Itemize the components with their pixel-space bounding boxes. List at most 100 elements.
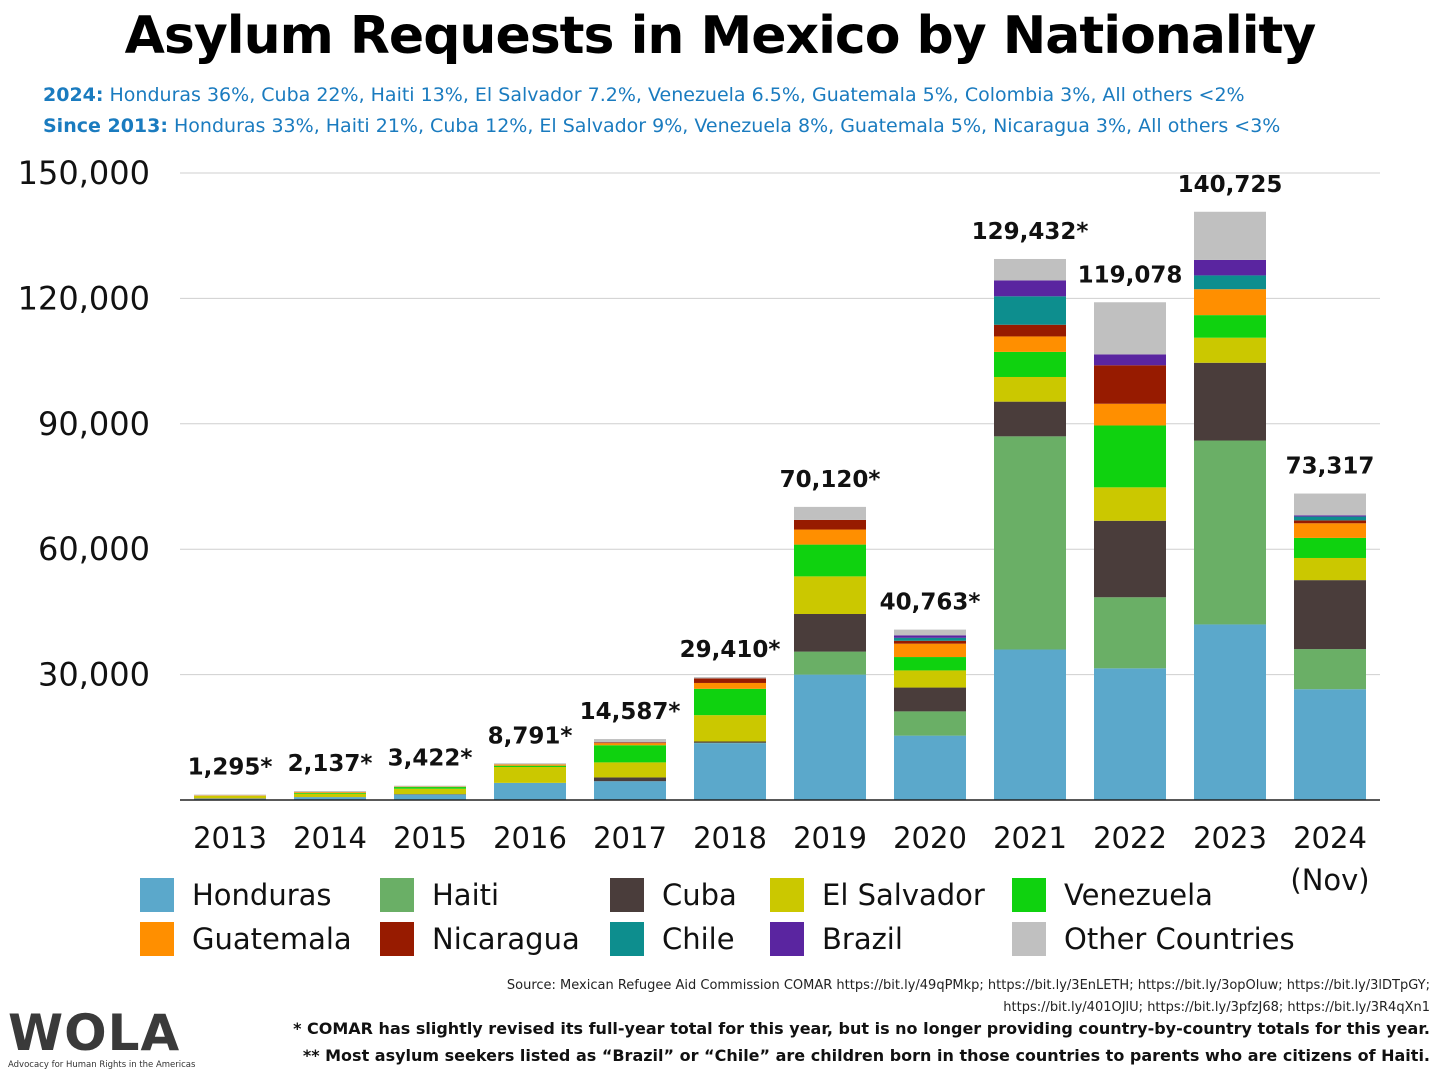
subtitle-2024: 2024: Honduras 36%, Cuba 22%, Haiti 13%,… [43, 84, 1245, 106]
bar-segment [1094, 425, 1166, 488]
bar-segment [1194, 275, 1266, 290]
bar-segment [294, 792, 366, 793]
bar-segment [694, 743, 766, 800]
legend-label: Venezuela [1064, 878, 1213, 912]
legend-item: Brazil [770, 919, 903, 959]
bar-segment [694, 688, 766, 716]
bar-total-label: 140,725 [1178, 172, 1283, 198]
subtitle-since-label: Since 2013: [43, 115, 168, 137]
legend-swatch [1012, 878, 1046, 912]
x-tick-label: 2018 [693, 821, 767, 855]
bar-segment [594, 777, 666, 782]
bar-segment [594, 743, 666, 746]
bar-segment [994, 258, 1066, 281]
bar-segment [794, 613, 866, 652]
bar-segment [894, 635, 966, 638]
bar-segment [694, 682, 766, 689]
source-note: Source: Mexican Refugee Aid Commission C… [506, 978, 1430, 1015]
bar-segment [894, 643, 966, 658]
bar-segment [894, 687, 966, 712]
legend-swatch [380, 922, 414, 956]
bar-segment [594, 745, 666, 763]
bar-segment [594, 781, 666, 800]
bar-segment [1194, 259, 1266, 276]
subtitle-2024-text: Honduras 36%, Cuba 22%, Haiti 13%, El Sa… [103, 84, 1245, 106]
x-tick-label: 2022 [1093, 821, 1167, 855]
bar-total-label: 119,078 [1078, 262, 1183, 288]
x-tick-label: 2014 [293, 821, 367, 855]
logo-tagline: Advocacy for Human Rights in the America… [8, 1060, 196, 1070]
bar-segment [1094, 302, 1166, 355]
bar-segment [194, 794, 266, 796]
bar-segment [994, 280, 1066, 297]
x-tick-label: 2017 [593, 821, 667, 855]
bar-segment [894, 735, 966, 800]
legend-label: Cuba [662, 878, 737, 912]
bar-segment [794, 519, 866, 530]
bar-segment [994, 351, 1066, 377]
legend-item: Honduras [140, 875, 332, 915]
footnote-revised-totals: * COMAR has slightly revised its full-ye… [293, 1019, 1430, 1038]
bar-segment [1294, 537, 1366, 558]
y-tick-label: 90,000 [38, 405, 150, 443]
legend-label: Other Countries [1064, 922, 1295, 956]
bar-segment [494, 764, 566, 766]
bar-segment [494, 763, 566, 765]
wola-logo: WOLA Advocacy for Human Rights in the Am… [8, 1004, 208, 1074]
bar-segment [294, 791, 366, 793]
x-tick-label: 2019 [793, 821, 867, 855]
x-tick-label: 2020 [893, 821, 967, 855]
bar-segment [994, 376, 1066, 402]
bar-segment [494, 766, 566, 783]
bar-segment [594, 762, 666, 778]
subtitle-since-text: Honduras 33%, Haiti 21%, Cuba 12%, El Sa… [167, 115, 1281, 137]
y-tick-label: 30,000 [38, 656, 150, 694]
bar-segment [894, 640, 966, 644]
bar-total-label: 1,295* [188, 755, 273, 781]
bar-segment [994, 324, 1066, 337]
bar-segment [394, 788, 466, 795]
legend-label: Brazil [822, 922, 903, 956]
bar-segment [994, 649, 1066, 800]
bar-segment [994, 336, 1066, 352]
legend-item: Chile [610, 919, 735, 959]
bar-segment [794, 576, 866, 614]
bar-segment [1194, 315, 1266, 338]
bar-segment [794, 674, 866, 800]
bar-total-label: 129,432* [972, 219, 1089, 245]
bar-total-label: 29,410* [680, 637, 781, 663]
bar-segment [994, 401, 1066, 437]
legend-item: El Salvador [770, 875, 985, 915]
bar-segment [794, 529, 866, 545]
bar-segment [1294, 649, 1366, 690]
bar-segment [1194, 362, 1266, 441]
bar-segment [394, 794, 466, 800]
legend-swatch [1012, 922, 1046, 956]
legend-swatch [610, 878, 644, 912]
bar-segment [1294, 580, 1366, 650]
bar-segment [294, 793, 366, 798]
bar-segment [694, 678, 766, 683]
legend-swatch [140, 878, 174, 912]
legend-item: Guatemala [140, 919, 352, 959]
legend-label: Haiti [432, 878, 500, 912]
bar-segment [894, 711, 966, 736]
bar-segment [1094, 597, 1166, 669]
legend-swatch [610, 922, 644, 956]
legend-item: Haiti [380, 875, 499, 915]
bar-total-label: 14,587* [580, 699, 681, 725]
x-tick-label: 2024 [1293, 821, 1367, 855]
bar-segment [1294, 557, 1366, 581]
bar-segment [294, 797, 366, 800]
bar-total-label: 3,422* [388, 746, 473, 772]
bar-segment [1094, 403, 1166, 426]
bar-segment [1294, 493, 1366, 516]
legend-label: Honduras [192, 878, 332, 912]
y-tick-label: 120,000 [18, 279, 150, 317]
chart-title: Asylum Requests in Mexico by Nationality [124, 6, 1317, 66]
bar-segment [794, 544, 866, 577]
bar-segment [1294, 515, 1366, 517]
bar-segment [894, 670, 966, 688]
bar-segment [1294, 523, 1366, 538]
bar-total-label: 8,791* [488, 723, 573, 749]
